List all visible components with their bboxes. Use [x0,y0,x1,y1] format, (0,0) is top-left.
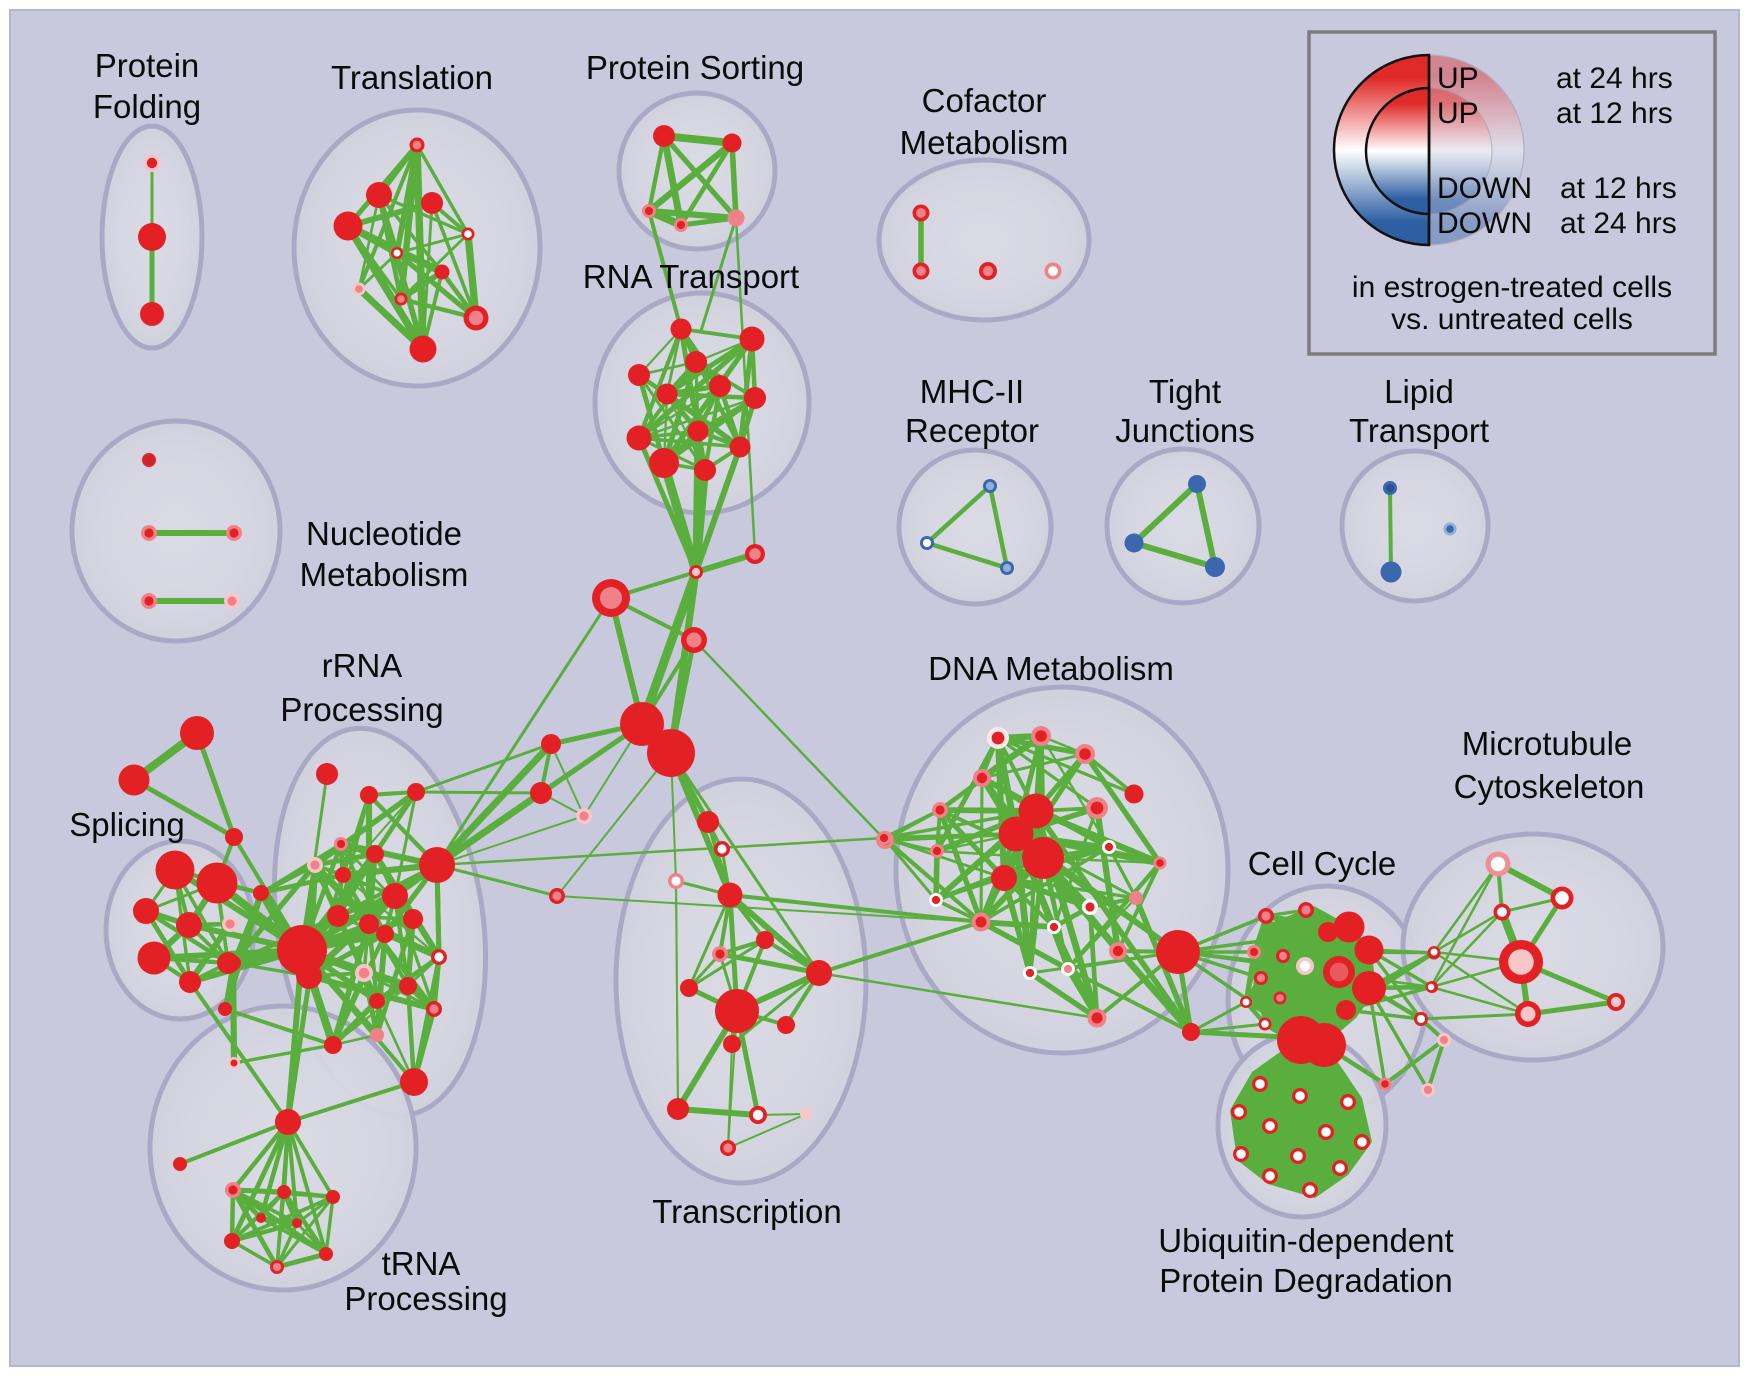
svg-text:Metabolism: Metabolism [300,556,469,593]
svg-text:rRNA: rRNA [322,647,403,684]
svg-text:MHC-II: MHC-II [920,373,1024,410]
svg-text:Receptor: Receptor [905,412,1039,449]
svg-text:Microtubule: Microtubule [1462,725,1633,762]
svg-text:Cofactor: Cofactor [922,82,1047,119]
svg-text:at 12 hrs: at 12 hrs [1560,172,1677,205]
svg-text:Ubiquitin-dependent: Ubiquitin-dependent [1158,1222,1453,1259]
svg-text:DOWN: DOWN [1437,172,1532,205]
svg-text:DOWN: DOWN [1437,207,1532,240]
svg-text:Protein Degradation: Protein Degradation [1159,1262,1453,1299]
svg-text:Lipid: Lipid [1384,373,1454,410]
svg-text:Processing: Processing [280,691,443,728]
svg-text:Tight: Tight [1149,373,1221,410]
svg-text:in estrogen-treated cells: in estrogen-treated cells [1352,271,1672,304]
svg-text:RNA Transport: RNA Transport [583,258,799,295]
svg-text:Folding: Folding [93,88,201,125]
svg-text:at 24 hrs: at 24 hrs [1560,207,1677,240]
svg-text:UP: UP [1437,62,1479,95]
svg-text:Cell Cycle: Cell Cycle [1248,845,1397,882]
svg-text:Protein: Protein [95,47,200,84]
svg-text:UP: UP [1437,97,1479,130]
svg-text:Transport: Transport [1349,412,1489,449]
svg-text:Transcription: Transcription [652,1193,842,1230]
svg-text:Nucleotide: Nucleotide [306,515,462,552]
svg-text:Protein Sorting: Protein Sorting [586,49,804,86]
svg-text:at 12 hrs: at 12 hrs [1556,97,1673,130]
svg-text:Processing: Processing [344,1280,507,1317]
svg-text:Translation: Translation [331,59,493,96]
svg-text:Splicing: Splicing [69,806,185,843]
svg-text:at 24 hrs: at 24 hrs [1556,62,1673,95]
svg-text:DNA Metabolism: DNA Metabolism [928,650,1174,687]
svg-text:vs. untreated cells: vs. untreated cells [1391,303,1633,336]
svg-text:Metabolism: Metabolism [900,124,1069,161]
svg-text:tRNA: tRNA [382,1245,461,1282]
svg-text:Junctions: Junctions [1115,412,1254,449]
svg-text:Cytoskeleton: Cytoskeleton [1454,768,1645,805]
